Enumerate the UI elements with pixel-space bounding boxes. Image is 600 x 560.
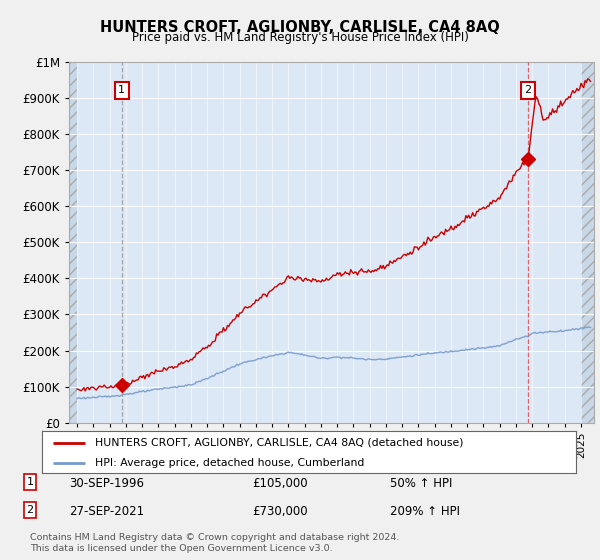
Text: 27-SEP-2021: 27-SEP-2021 xyxy=(69,505,144,518)
Text: HPI: Average price, detached house, Cumberland: HPI: Average price, detached house, Cumb… xyxy=(95,458,365,468)
Text: £730,000: £730,000 xyxy=(252,505,308,518)
Text: 2: 2 xyxy=(524,86,532,96)
Text: 2: 2 xyxy=(26,505,34,515)
Text: £105,000: £105,000 xyxy=(252,477,308,490)
Text: HUNTERS CROFT, AGLIONBY, CARLISLE, CA4 8AQ (detached house): HUNTERS CROFT, AGLIONBY, CARLISLE, CA4 8… xyxy=(95,438,464,448)
Text: 209% ↑ HPI: 209% ↑ HPI xyxy=(390,505,460,518)
Text: HUNTERS CROFT, AGLIONBY, CARLISLE, CA4 8AQ: HUNTERS CROFT, AGLIONBY, CARLISLE, CA4 8… xyxy=(100,20,500,35)
Text: 1: 1 xyxy=(26,477,34,487)
Text: 50% ↑ HPI: 50% ↑ HPI xyxy=(390,477,452,490)
Text: Price paid vs. HM Land Registry's House Price Index (HPI): Price paid vs. HM Land Registry's House … xyxy=(131,31,469,44)
Text: 30-SEP-1996: 30-SEP-1996 xyxy=(69,477,144,490)
Text: 1: 1 xyxy=(118,86,125,96)
Bar xyxy=(581,62,594,423)
Text: Contains HM Land Registry data © Crown copyright and database right 2024.
This d: Contains HM Land Registry data © Crown c… xyxy=(30,533,400,553)
Bar xyxy=(69,62,77,423)
